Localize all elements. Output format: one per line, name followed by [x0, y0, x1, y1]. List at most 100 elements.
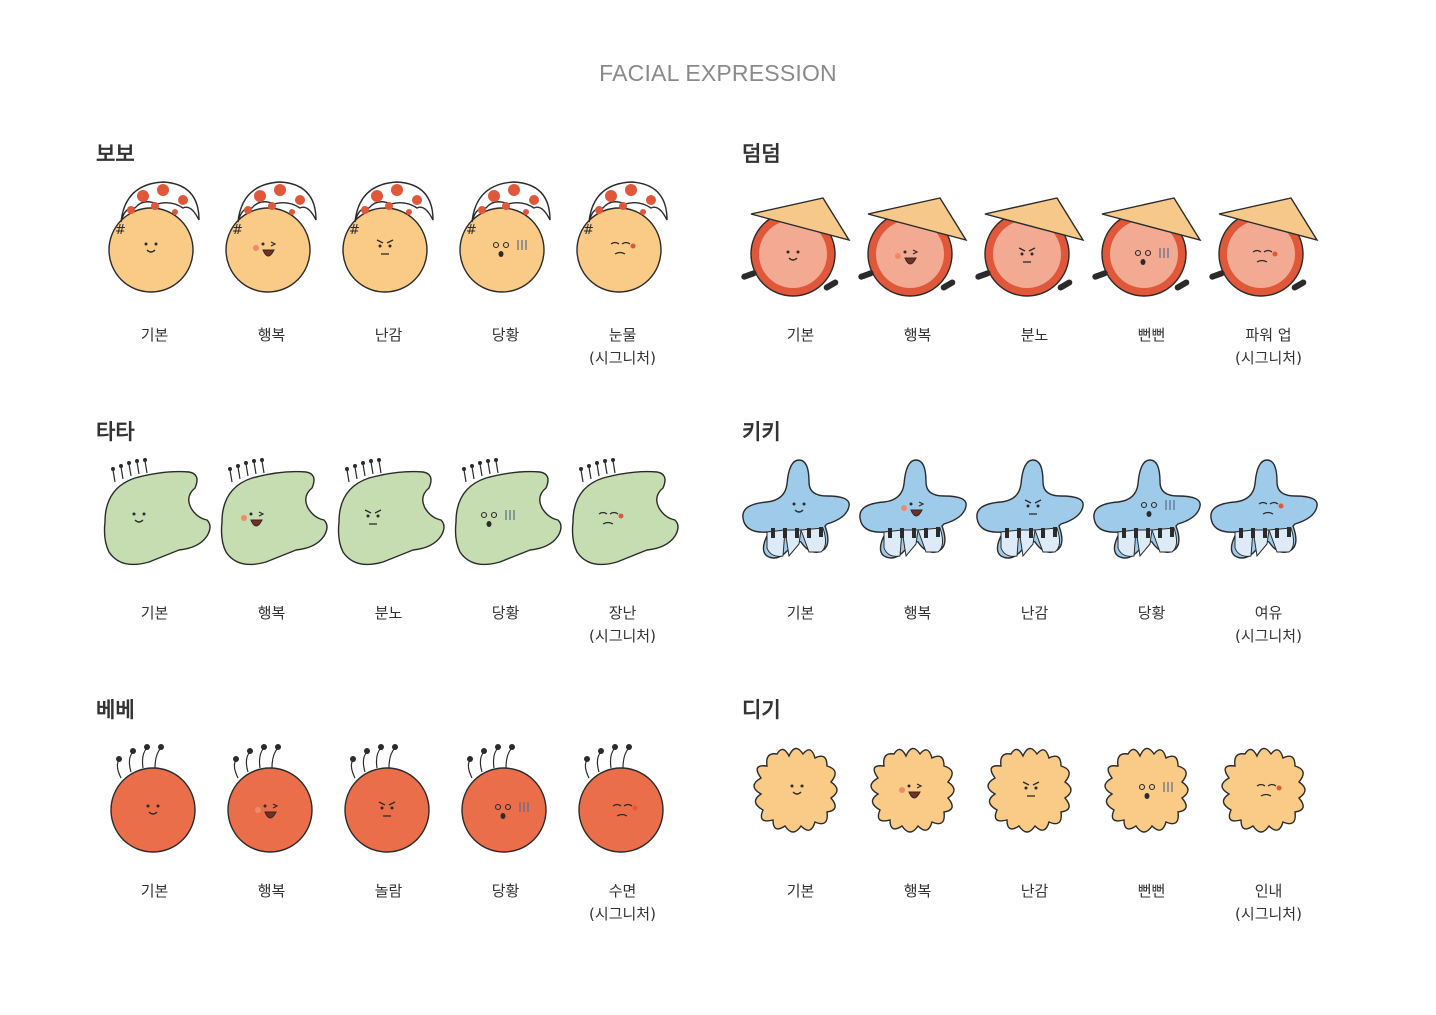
expression-label: 눈물 (시그니처) [564, 324, 681, 370]
expression-name: 행복 [257, 326, 286, 344]
expression-item: 뻔뻔 [1092, 174, 1210, 404]
deomdeom-character-illustration [854, 174, 981, 304]
tata-character-illustration [325, 452, 452, 582]
tata-character-illustration [208, 452, 335, 582]
expression-name: 파워 업 [1245, 326, 1292, 344]
expression-label: 행복 [859, 880, 976, 903]
expression-label: 뻔뻔 [1093, 880, 1210, 903]
character-section-tata: 타타 기본 행복 [96, 422, 736, 682]
expression-label: 난감 [330, 324, 447, 347]
expression-label: 행복 [859, 324, 976, 347]
expression-name: 수면 [608, 882, 637, 900]
expression-name: 기본 [786, 604, 815, 622]
svg-text:#: # [115, 223, 126, 238]
expression-item: 장난 (시그니처) [564, 452, 681, 682]
page-title: FACIAL EXPRESSION [599, 60, 837, 86]
expression-label: 당황 [447, 602, 564, 625]
digi-character-illustration [1205, 730, 1332, 860]
character-name: 타타 [96, 420, 135, 444]
svg-text:#: # [466, 223, 477, 238]
expression-name: 여유 [1254, 604, 1283, 622]
bebe-character-illustration [208, 730, 335, 860]
digi-character-illustration [971, 730, 1098, 860]
expression-label: 행복 [213, 324, 330, 347]
expression-label: 당황 [447, 880, 564, 903]
bobo-character-illustration: # [91, 174, 218, 304]
expression-name: 분노 [1020, 326, 1049, 344]
expression-label: 여유 (시그니처) [1210, 602, 1327, 648]
expression-name: 난감 [374, 326, 403, 344]
expression-name: 기본 [786, 882, 815, 900]
expression-label: 수면 (시그니처) [564, 880, 681, 926]
expression-name: 뻔뻔 [1137, 882, 1166, 900]
deomdeom-character-illustration [737, 174, 864, 304]
expression-label: 기본 [96, 880, 213, 903]
kiki-character-illustration [737, 452, 864, 582]
expression-name: 기본 [786, 326, 815, 344]
expression-item: # 당황 [447, 174, 564, 404]
kiki-character-illustration [1088, 452, 1215, 582]
digi-character-illustration [737, 730, 864, 860]
svg-text:#: # [583, 223, 594, 238]
bobo-character-illustration: # [442, 174, 569, 304]
expression-label: 분노 [976, 324, 1093, 347]
expression-label: 기본 [96, 602, 213, 625]
expression-item: 여유 (시그니처) [1210, 452, 1327, 682]
expression-item: 인내 (시그니처) [1210, 730, 1327, 960]
expression-name: 기본 [140, 882, 169, 900]
expression-item: 난감 [976, 730, 1093, 960]
kiki-character-illustration [971, 452, 1098, 582]
deomdeom-character-illustration [971, 174, 1098, 304]
bebe-character-illustration [91, 730, 218, 860]
bebe-character-illustration [325, 730, 452, 860]
svg-text:#: # [232, 223, 243, 238]
expression-label: 난감 [976, 880, 1093, 903]
expression-name: 눈물 [608, 326, 637, 344]
expression-label: 파워 업 (시그니처) [1210, 324, 1327, 370]
tata-character-illustration [442, 452, 569, 582]
character-name: 베베 [96, 698, 135, 722]
expression-item: 당황 [1093, 452, 1210, 682]
expression-item: 행복 [858, 174, 976, 404]
character-section-bobo: 보보 # 기본 # 행복 # [96, 144, 736, 404]
signature-tag: (시그니처) [589, 349, 656, 367]
expression-label: 기본 [742, 880, 859, 903]
expression-label: 행복 [859, 602, 976, 625]
expression-name: 뻔뻔 [1137, 326, 1166, 344]
bebe-character-illustration [559, 730, 686, 860]
expression-name: 난감 [1020, 604, 1049, 622]
character-section-deomdeom: 덤덤 기본 행복 분노 [741, 144, 1382, 404]
expression-item: # 기본 [96, 174, 213, 404]
expression-name: 놀람 [374, 882, 403, 900]
expression-item: 행복 [859, 452, 976, 682]
expression-item: # 눈물 (시그니처) [564, 174, 681, 404]
expression-name: 행복 [903, 326, 932, 344]
expression-item: 난감 [976, 452, 1093, 682]
expression-name: 당황 [491, 326, 520, 344]
expression-item: # 행복 [213, 174, 330, 404]
character-section-kiki: 키키 기본 [742, 422, 1382, 682]
expression-label: 당황 [1093, 602, 1210, 625]
expression-name: 기본 [140, 326, 169, 344]
expression-item: 기본 [96, 730, 213, 960]
expression-name: 행복 [903, 604, 932, 622]
expression-name: 당황 [491, 882, 520, 900]
signature-tag: (시그니처) [1235, 905, 1302, 923]
expression-item: 기본 [96, 452, 213, 682]
expression-item: 행복 [859, 730, 976, 960]
expression-label: 뻔뻔 [1093, 324, 1210, 347]
expression-name: 기본 [140, 604, 169, 622]
deomdeom-character-illustration [1205, 174, 1332, 304]
expression-name: 장난 [608, 604, 637, 622]
svg-text:#: # [349, 223, 360, 238]
expression-item: 뻔뻔 [1093, 730, 1210, 960]
expression-item: 기본 [742, 452, 859, 682]
signature-tag: (시그니처) [1235, 627, 1302, 645]
expression-name: 난감 [1020, 882, 1049, 900]
expression-item: 놀람 [330, 730, 447, 960]
tata-character-illustration [91, 452, 218, 582]
character-name: 보보 [96, 142, 135, 166]
expression-item: 수면 (시그니처) [564, 730, 681, 960]
expression-label: 인내 (시그니처) [1210, 880, 1327, 926]
expression-item: 행복 [213, 452, 330, 682]
